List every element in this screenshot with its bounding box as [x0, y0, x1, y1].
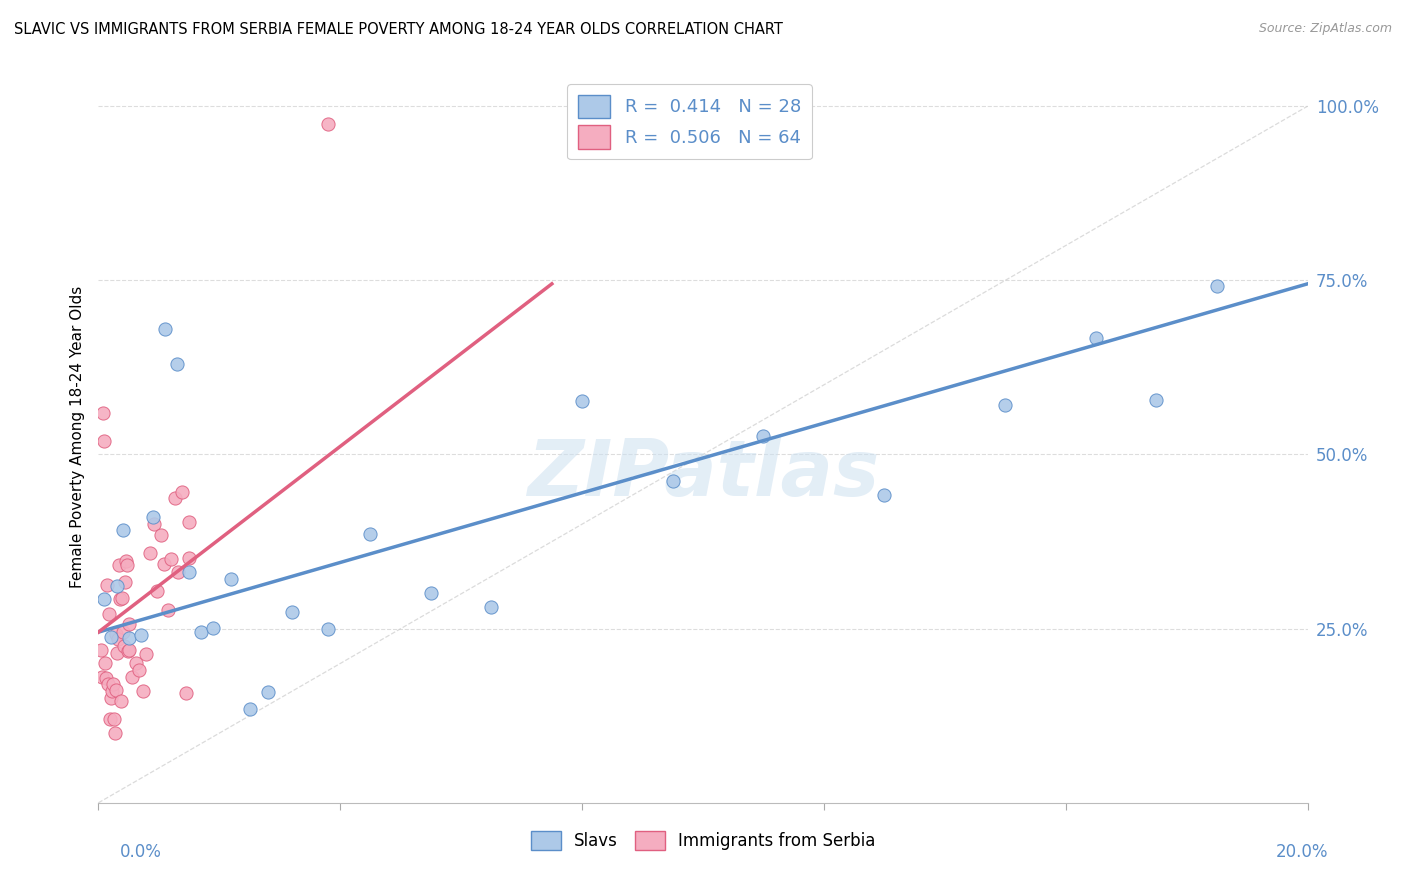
- Point: [149, 528, 172, 542]
- Point: [128, 664, 150, 678]
- Point: [179, 565, 201, 579]
- Point: [104, 626, 127, 640]
- Point: [100, 630, 122, 644]
- Point: [111, 591, 134, 606]
- Point: [100, 691, 122, 706]
- Point: [125, 657, 148, 671]
- Point: [112, 639, 135, 653]
- Text: SLAVIC VS IMMIGRANTS FROM SERBIA FEMALE POVERTY AMONG 18-24 YEAR OLDS CORRELATIO: SLAVIC VS IMMIGRANTS FROM SERBIA FEMALE …: [14, 22, 783, 37]
- Point: [132, 684, 155, 698]
- Point: [114, 574, 136, 589]
- Point: [103, 712, 125, 726]
- Point: [91, 406, 114, 420]
- Point: [98, 712, 121, 726]
- Point: [108, 591, 131, 606]
- Point: [160, 551, 183, 566]
- Point: [142, 510, 165, 524]
- Point: [105, 646, 128, 660]
- Point: [142, 516, 165, 531]
- Y-axis label: Female Poverty Among 18-24 Year Olds: Female Poverty Among 18-24 Year Olds: [69, 286, 84, 588]
- Point: [994, 398, 1017, 412]
- Point: [97, 607, 120, 621]
- Point: [179, 551, 201, 566]
- Point: [94, 657, 117, 671]
- Point: [115, 558, 138, 572]
- Point: [114, 554, 136, 568]
- Point: [94, 671, 117, 685]
- Point: [1206, 279, 1229, 293]
- Point: [93, 434, 115, 448]
- Point: [118, 617, 141, 632]
- Point: [166, 357, 188, 371]
- Point: [153, 557, 176, 571]
- Point: [163, 491, 186, 506]
- Point: [107, 632, 129, 647]
- Point: [135, 647, 157, 661]
- Point: [101, 677, 124, 691]
- Point: [256, 684, 278, 698]
- Point: [571, 393, 593, 408]
- Point: [110, 693, 132, 707]
- Point: [221, 572, 243, 586]
- Point: [93, 592, 115, 607]
- Legend: Slavs, Immigrants from Serbia: Slavs, Immigrants from Serbia: [524, 824, 882, 856]
- Point: [179, 516, 201, 530]
- Point: [96, 578, 118, 592]
- Point: [202, 621, 225, 635]
- Point: [481, 600, 503, 615]
- Point: [129, 627, 152, 641]
- Point: [239, 701, 262, 715]
- Point: [316, 623, 339, 637]
- Point: [91, 670, 114, 684]
- Point: [105, 579, 128, 593]
- Point: [167, 566, 190, 580]
- Point: [118, 631, 141, 645]
- Point: [1144, 392, 1167, 407]
- Point: [103, 726, 125, 740]
- Point: [100, 684, 122, 698]
- Point: [121, 670, 143, 684]
- Point: [174, 686, 197, 700]
- Point: [170, 484, 193, 499]
- Point: [105, 683, 128, 698]
- Text: ZIPatlas: ZIPatlas: [527, 435, 879, 512]
- Point: [1085, 331, 1108, 345]
- Point: [118, 642, 141, 657]
- Point: [420, 586, 443, 600]
- Point: [111, 523, 134, 537]
- Point: [360, 527, 382, 541]
- Point: [90, 642, 112, 657]
- Text: Source: ZipAtlas.com: Source: ZipAtlas.com: [1258, 22, 1392, 36]
- Point: [873, 488, 896, 502]
- Point: [97, 677, 120, 691]
- Point: [146, 583, 169, 598]
- Point: [153, 322, 176, 336]
- Text: 20.0%: 20.0%: [1277, 843, 1329, 861]
- Text: 0.0%: 0.0%: [120, 843, 162, 861]
- Point: [316, 117, 339, 131]
- Point: [108, 558, 131, 572]
- Point: [117, 643, 139, 657]
- Point: [752, 429, 775, 443]
- Point: [281, 605, 304, 619]
- Point: [661, 474, 683, 488]
- Point: [139, 546, 162, 560]
- Point: [156, 603, 179, 617]
- Point: [190, 624, 212, 639]
- Point: [111, 625, 134, 640]
